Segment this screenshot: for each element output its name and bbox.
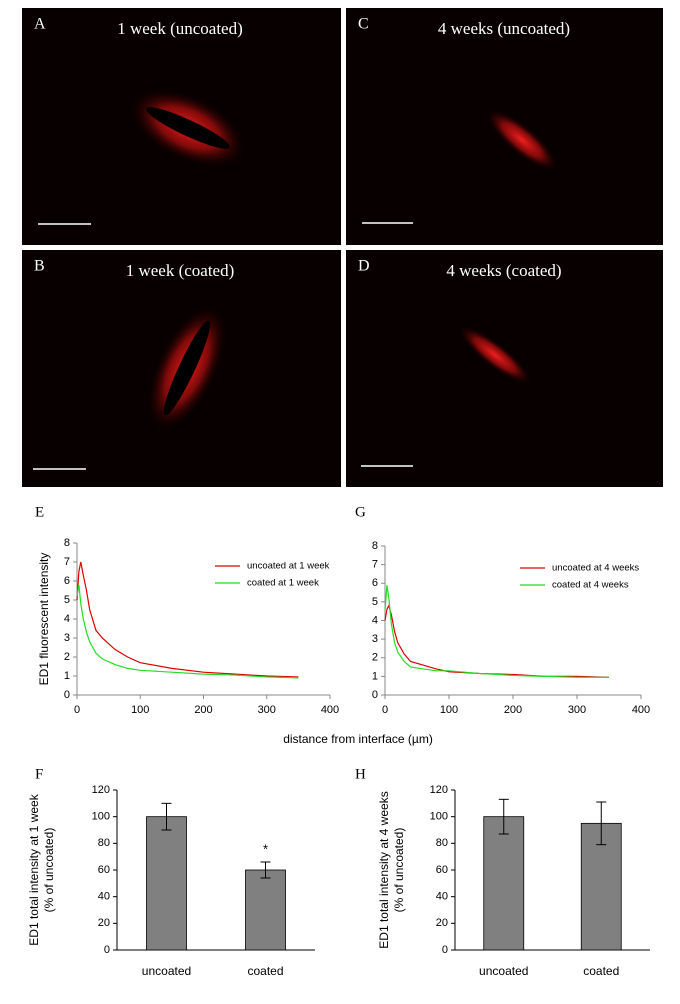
- y-axis-label: ED1 total intensity at 4 weeks: [377, 791, 391, 948]
- y-tick-label: 40: [436, 891, 448, 903]
- y-tick-label: 3: [64, 632, 70, 644]
- x-tick-label: 300: [258, 704, 276, 716]
- bar: [483, 816, 525, 951]
- y-tick-label: 60: [98, 864, 110, 876]
- y-axis-label: ED1 fluorescent intensity: [37, 553, 51, 686]
- y-tick-label: 1: [372, 670, 378, 682]
- bar: [245, 869, 286, 951]
- line-series: [384, 603, 610, 678]
- y-tick-label: 0: [104, 944, 110, 956]
- implant-track: [146, 107, 230, 149]
- line-series: [76, 561, 299, 678]
- stain: [458, 325, 532, 385]
- y-tick-label: 80: [98, 837, 110, 849]
- y-tick-label: 20: [98, 917, 110, 929]
- x-tick-label: 400: [632, 704, 650, 716]
- panel-letter: A: [34, 16, 46, 33]
- error-bar: [161, 802, 172, 831]
- x-tick-label: 0: [74, 704, 80, 716]
- y-tick-label: 1: [64, 670, 70, 682]
- annotation: *: [263, 841, 268, 856]
- x-tick-label: 200: [194, 704, 212, 716]
- y-tick-label: 0: [442, 944, 448, 956]
- x-tick-label: uncoated: [142, 964, 191, 978]
- y-tick-label: 60: [436, 864, 448, 876]
- y-tick-label: 7: [64, 556, 70, 568]
- line-series: [384, 585, 609, 678]
- y-tick-label: 80: [436, 837, 448, 849]
- panel-letter: C: [358, 16, 369, 33]
- y-tick-label: 5: [64, 594, 70, 606]
- y-tick-label: 6: [372, 577, 378, 589]
- y-tick-label: 120: [92, 784, 110, 796]
- y-tick-label: 8: [64, 537, 70, 549]
- x-tick-label: 100: [440, 704, 458, 716]
- x-tick-label: 100: [131, 704, 149, 716]
- x-tick-label: coated: [583, 964, 619, 978]
- x-tick-label: 300: [568, 704, 586, 716]
- y-tick-label: 5: [372, 596, 378, 608]
- y-tick-label: 3: [372, 633, 378, 645]
- y-tick-label: 6: [64, 575, 70, 587]
- y-tick-label: 2: [372, 652, 378, 664]
- x-tick-label: coated: [247, 964, 283, 978]
- x-tick-label: 400: [321, 704, 339, 716]
- x-tick-label: 200: [504, 704, 522, 716]
- legend-label: uncoated at 4 weeks: [552, 563, 639, 574]
- panel-letter: B: [34, 258, 45, 275]
- stain: [486, 109, 558, 171]
- panel-label: G: [355, 504, 366, 520]
- y-axis-label: ED1 total intensity at 1 week: [27, 793, 41, 945]
- legend-label: coated at 1 week: [247, 578, 319, 589]
- image-panels: [22, 8, 663, 487]
- legend-label: coated at 4 weeks: [552, 580, 629, 591]
- y-tick-label: 0: [372, 689, 378, 701]
- error-bar: [596, 801, 607, 846]
- bar: [146, 816, 187, 951]
- panel-title: 4 weeks (uncoated): [438, 19, 570, 38]
- y-tick-label: 2: [64, 651, 70, 663]
- implant-track: [163, 320, 211, 416]
- y-axis-label: (% of uncoated): [42, 828, 56, 913]
- y-axis-label: (% of uncoated): [392, 828, 406, 913]
- legend-label: uncoated at 1 week: [247, 561, 330, 572]
- panel-title: 1 week (uncoated): [117, 19, 243, 38]
- x-axis-label: distance from interface (µm): [283, 732, 433, 746]
- line-series: [76, 584, 299, 679]
- y-tick-label: 0: [64, 689, 70, 701]
- y-tick-label: 8: [372, 540, 378, 552]
- y-tick-label: 7: [372, 559, 378, 571]
- y-tick-label: 120: [430, 784, 448, 796]
- y-tick-label: 40: [98, 891, 110, 903]
- y-tick-label: 20: [436, 917, 448, 929]
- panel-label: F: [35, 766, 43, 782]
- panel-letter: D: [358, 258, 370, 275]
- y-tick-label: 4: [64, 613, 70, 625]
- y-tick-label: 100: [430, 811, 448, 823]
- x-tick-label: 0: [382, 704, 388, 716]
- x-tick-label: uncoated: [479, 964, 528, 978]
- error-bar: [498, 798, 509, 835]
- panel-label: E: [35, 504, 44, 520]
- error-bar: [260, 861, 271, 879]
- panel-title: 4 weeks (coated): [446, 261, 561, 280]
- panel-title: 1 week (coated): [126, 261, 235, 280]
- panel-label: H: [355, 766, 366, 782]
- y-tick-label: 4: [372, 614, 378, 626]
- y-tick-label: 100: [92, 811, 110, 823]
